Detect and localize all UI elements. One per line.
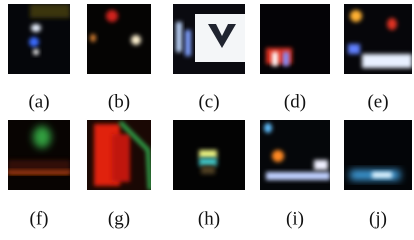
label: (e) (367, 91, 388, 112)
page: {"labels": ["(a)", "(b)", "(c)", "(d)", … (0, 0, 414, 240)
image-a (8, 4, 70, 74)
image-f (8, 120, 70, 190)
label: (b) (108, 91, 130, 112)
image-i (260, 120, 330, 190)
label: (g) (108, 208, 130, 229)
label: (a) (28, 91, 49, 112)
image-j (344, 120, 412, 190)
label: (h) (198, 208, 220, 229)
figure: (a) (b) (c) (d) (e) (f) (g) (h) (i) (j) (0, 0, 414, 240)
image-h (173, 120, 245, 190)
image-g (87, 120, 151, 190)
image-c (173, 4, 245, 74)
label: (i) (286, 208, 304, 229)
image-e (344, 4, 412, 74)
label: (d) (284, 91, 306, 112)
image-b (87, 4, 151, 74)
image-d (260, 4, 330, 74)
label: (c) (198, 91, 219, 112)
label: (f) (30, 208, 49, 229)
label: (j) (369, 208, 387, 229)
